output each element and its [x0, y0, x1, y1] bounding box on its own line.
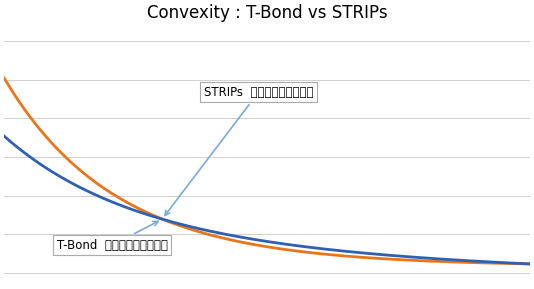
Text: STRIPs  利回り－価格　曲線: STRIPs 利回り－価格 曲線	[165, 86, 313, 215]
Title: Convexity : T-Bond vs STRIPs: Convexity : T-Bond vs STRIPs	[147, 4, 387, 22]
Text: T-Bond  利回り－価格　曲線: T-Bond 利回り－価格 曲線	[57, 221, 168, 252]
